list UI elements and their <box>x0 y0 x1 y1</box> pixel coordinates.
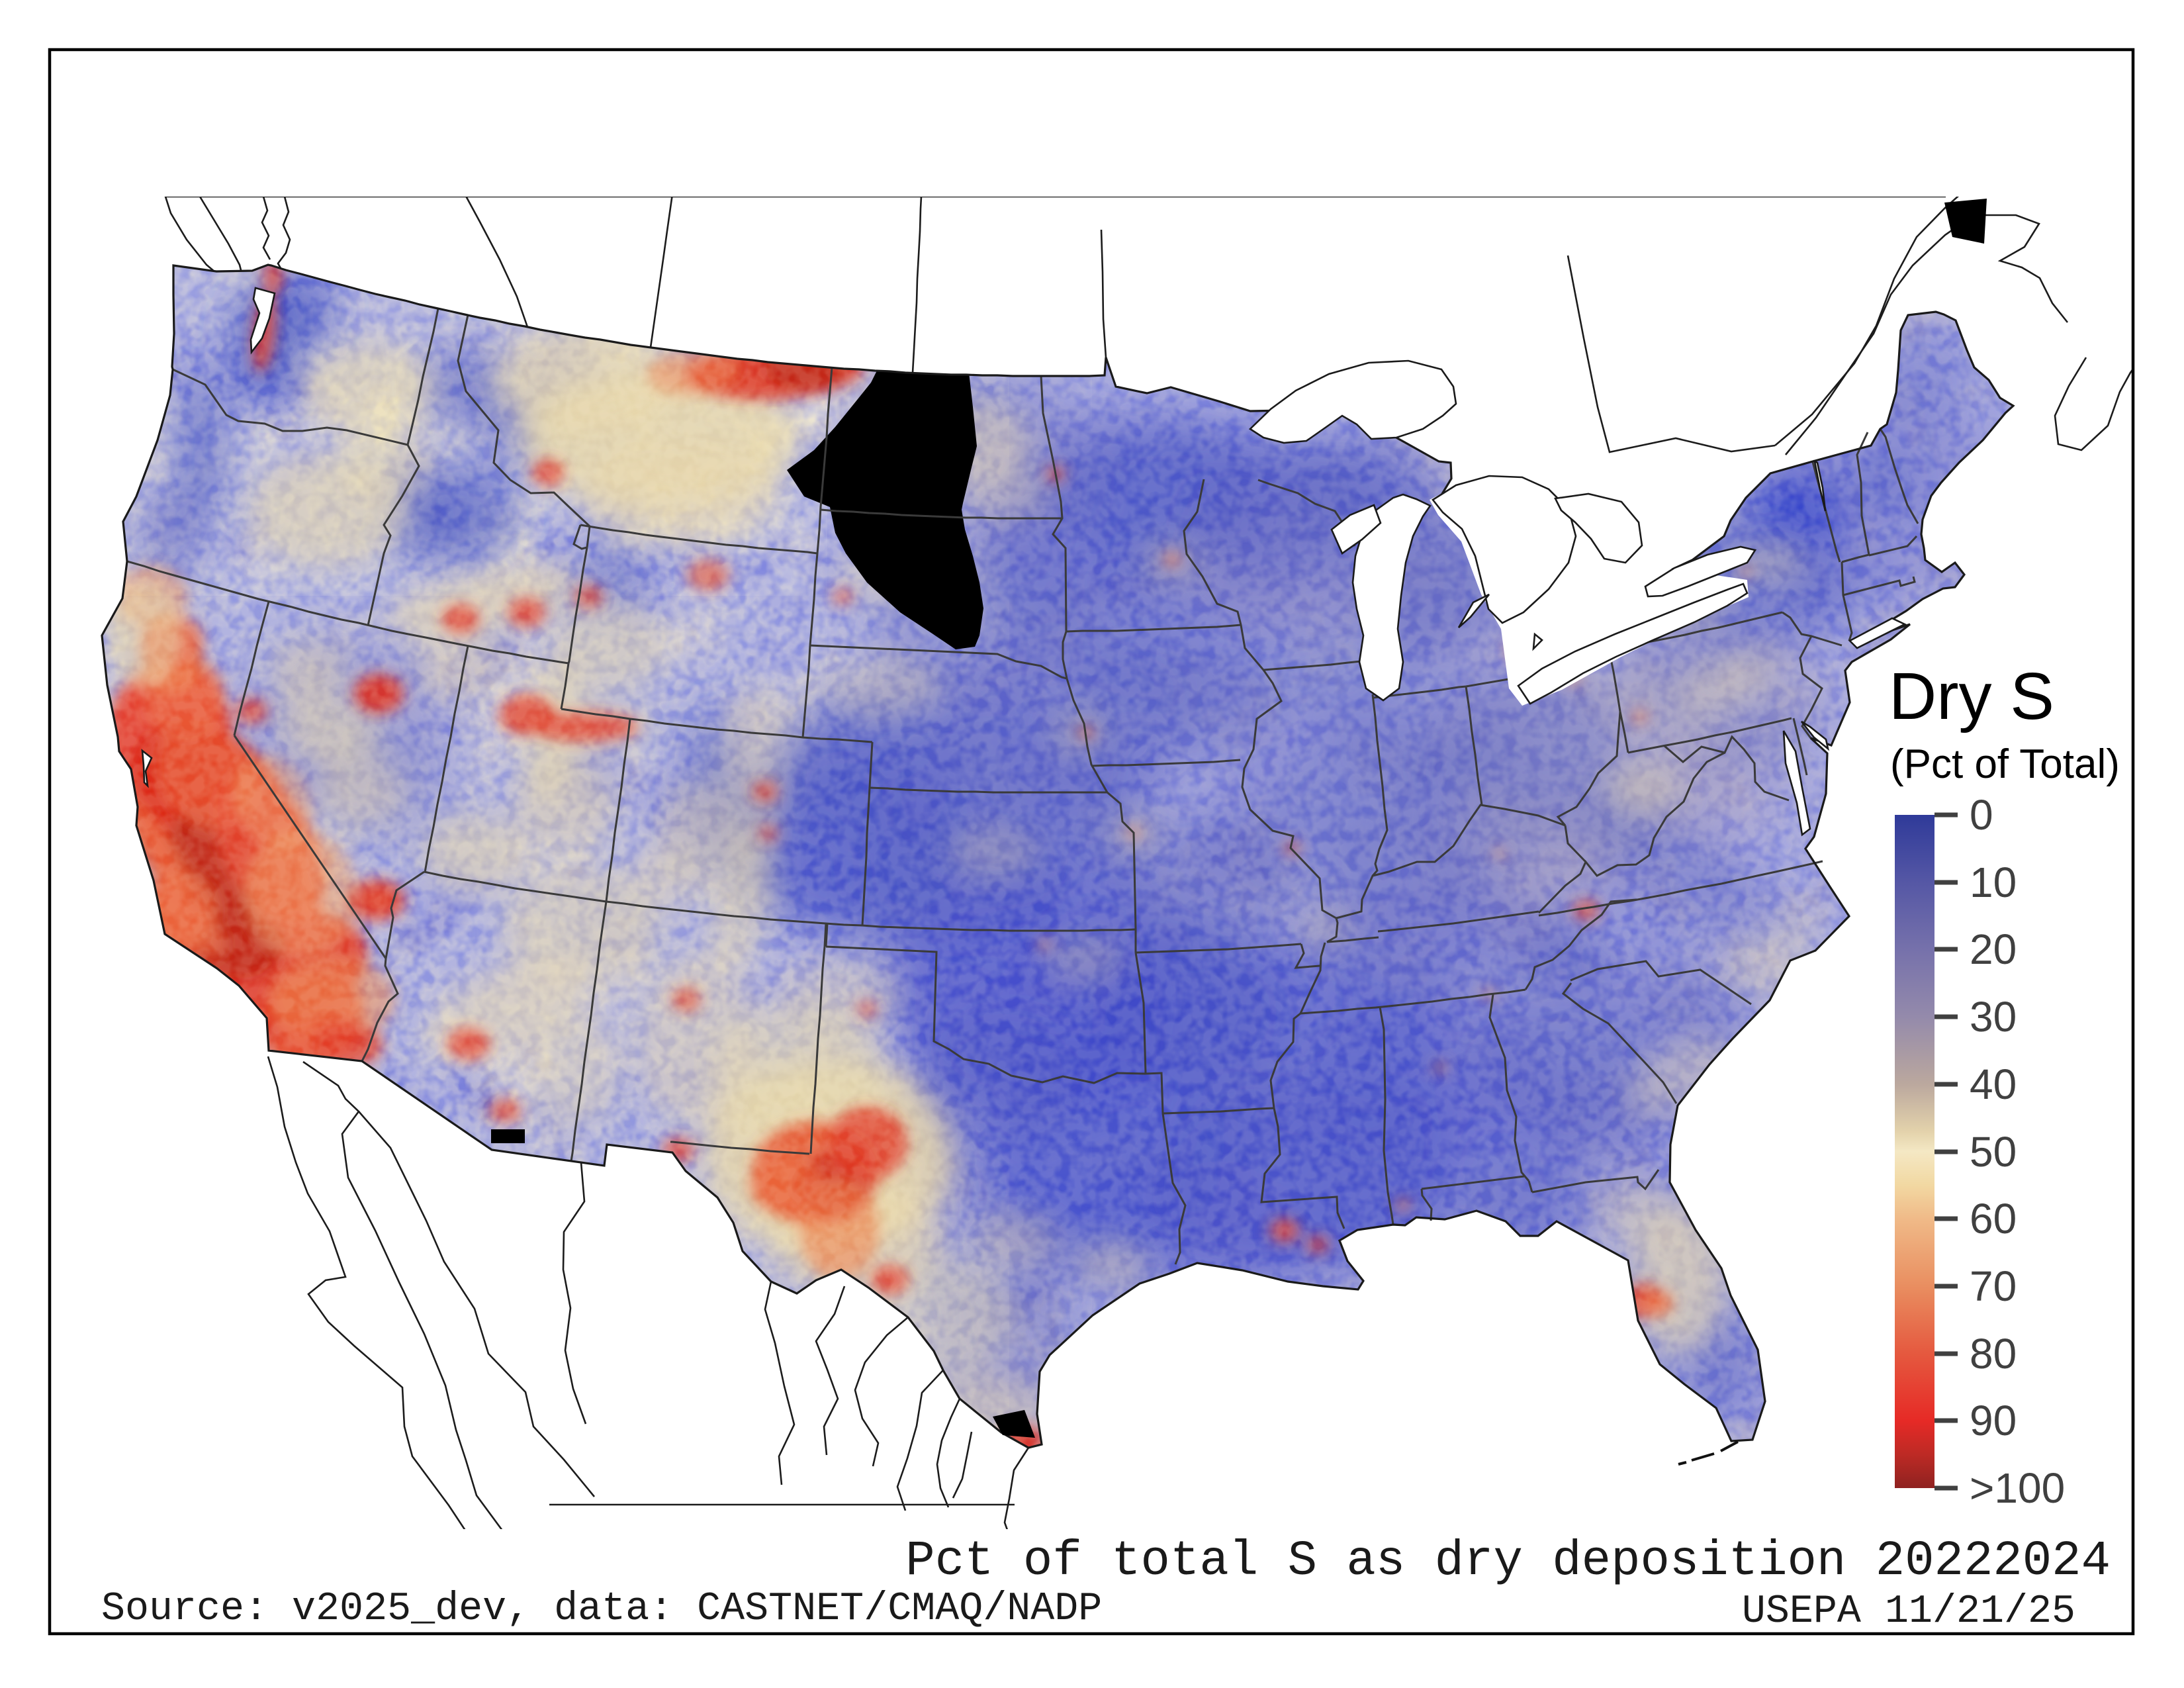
svg-text:10: 10 <box>1970 859 2017 906</box>
svg-text:Dry S: Dry S <box>1889 659 2054 733</box>
svg-text:0: 0 <box>1970 791 1993 839</box>
svg-text:>100: >100 <box>1970 1464 2065 1512</box>
svg-text:Source: v2025_dev, data: CASTN: Source: v2025_dev, data: CASTNET/CMAQ/NA… <box>101 1587 1102 1632</box>
svg-text:40: 40 <box>1970 1060 2017 1108</box>
svg-text:70: 70 <box>1970 1262 2017 1310</box>
svg-text:50: 50 <box>1970 1128 2017 1176</box>
svg-text:USEPA 11/21/25: USEPA 11/21/25 <box>1742 1589 2075 1634</box>
svg-text:90: 90 <box>1970 1397 2017 1444</box>
svg-text:30: 30 <box>1970 993 2017 1041</box>
svg-text:60: 60 <box>1970 1195 2017 1243</box>
svg-text:80: 80 <box>1970 1330 2017 1378</box>
svg-text:(Pct of Total): (Pct of Total) <box>1890 741 2120 787</box>
svg-text:Pct of total S as dry depositi: Pct of total S as dry deposition 2022202… <box>905 1534 2111 1589</box>
svg-text:20: 20 <box>1970 925 2017 973</box>
